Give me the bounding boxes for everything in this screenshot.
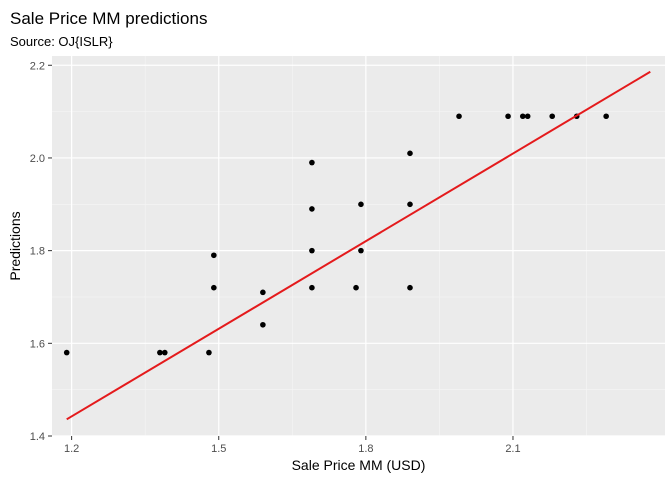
data-point — [519, 113, 526, 120]
x-axis-title: Sale Price MM (USD) — [292, 457, 426, 473]
data-point — [505, 113, 511, 120]
data-points — [63, 113, 609, 356]
x-tick-label: 1.5 — [211, 443, 226, 455]
data-point — [407, 150, 413, 157]
data-point — [63, 349, 70, 356]
data-point — [603, 113, 609, 120]
data-point — [309, 284, 315, 291]
x-tick-label: 2.1 — [505, 443, 520, 455]
data-point — [260, 321, 266, 328]
data-point — [211, 284, 217, 291]
data-point — [211, 252, 217, 259]
data-point — [157, 349, 163, 356]
regression-line — [66, 70, 651, 421]
regression-line-group — [66, 70, 651, 421]
y-axis: 1.4 1.6 1.8 2.0 2.2 — [30, 60, 52, 443]
y-tick-label: 1.8 — [30, 246, 45, 258]
x-axis: 1.2 1.5 1.8 2.1 — [64, 436, 521, 455]
data-point — [524, 113, 531, 120]
data-point — [549, 113, 556, 120]
data-point — [353, 284, 359, 291]
minor-gridlines — [52, 56, 665, 436]
data-point — [358, 247, 364, 254]
data-point — [456, 113, 462, 120]
data-point — [161, 349, 168, 356]
data-point — [206, 349, 212, 356]
y-tick-label: 1.4 — [30, 431, 45, 443]
data-point — [260, 289, 266, 296]
data-point — [309, 159, 315, 166]
data-point — [407, 201, 413, 208]
y-tick-label: 2.2 — [30, 60, 45, 72]
y-axis-title: Predictions — [7, 211, 23, 280]
data-point — [309, 206, 315, 212]
data-point — [358, 201, 364, 208]
y-tick-label: 2.0 — [30, 153, 45, 165]
chart-title: Sale Price MM predictions — [10, 9, 207, 28]
data-point — [309, 247, 315, 254]
data-point — [407, 284, 413, 291]
x-tick-label: 1.2 — [64, 443, 79, 455]
y-tick-label: 1.6 — [30, 338, 45, 350]
chart-subtitle: Source: OJ{ISLR} — [10, 34, 113, 49]
x-tick-label: 1.8 — [358, 443, 373, 455]
